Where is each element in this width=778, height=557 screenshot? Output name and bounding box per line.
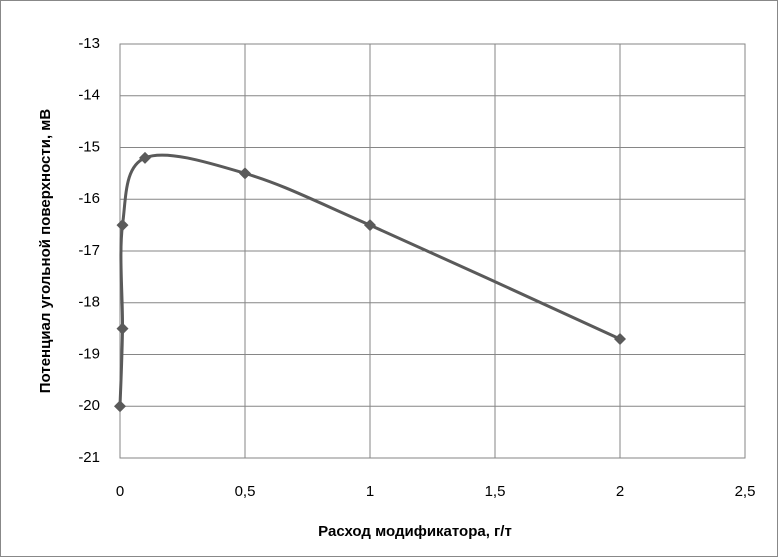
data-point	[116, 219, 129, 232]
data-point	[364, 219, 376, 232]
y-tick-label: -15	[78, 138, 100, 155]
data-point	[239, 167, 251, 180]
y-tick-label: -20	[78, 397, 100, 414]
y-tick-label: -13	[78, 35, 100, 52]
data-point	[114, 400, 126, 413]
y-tick-label: -17	[78, 242, 100, 259]
x-axis-title: Расход модификатора, г/т	[318, 523, 512, 540]
y-tick-label: -16	[78, 190, 100, 207]
y-tick-label: -21	[78, 449, 100, 466]
data-point	[139, 151, 151, 164]
y-tick-label: -14	[78, 87, 100, 104]
x-tick-label: 2,5	[735, 483, 756, 500]
x-tick-label: 0,5	[235, 483, 256, 500]
data-point	[116, 322, 129, 335]
x-tick-label: 2	[616, 483, 624, 500]
data-point	[614, 332, 626, 345]
y-tick-label: -18	[78, 294, 100, 311]
series-line	[118, 153, 621, 407]
x-tick-label: 1,5	[485, 483, 506, 500]
x-tick-label: 0	[116, 483, 124, 500]
y-tick-label: -19	[78, 345, 100, 362]
y-axis-title: Потенциал угольной поверхности, мВ	[37, 109, 54, 394]
x-tick-label: 1	[366, 483, 374, 500]
